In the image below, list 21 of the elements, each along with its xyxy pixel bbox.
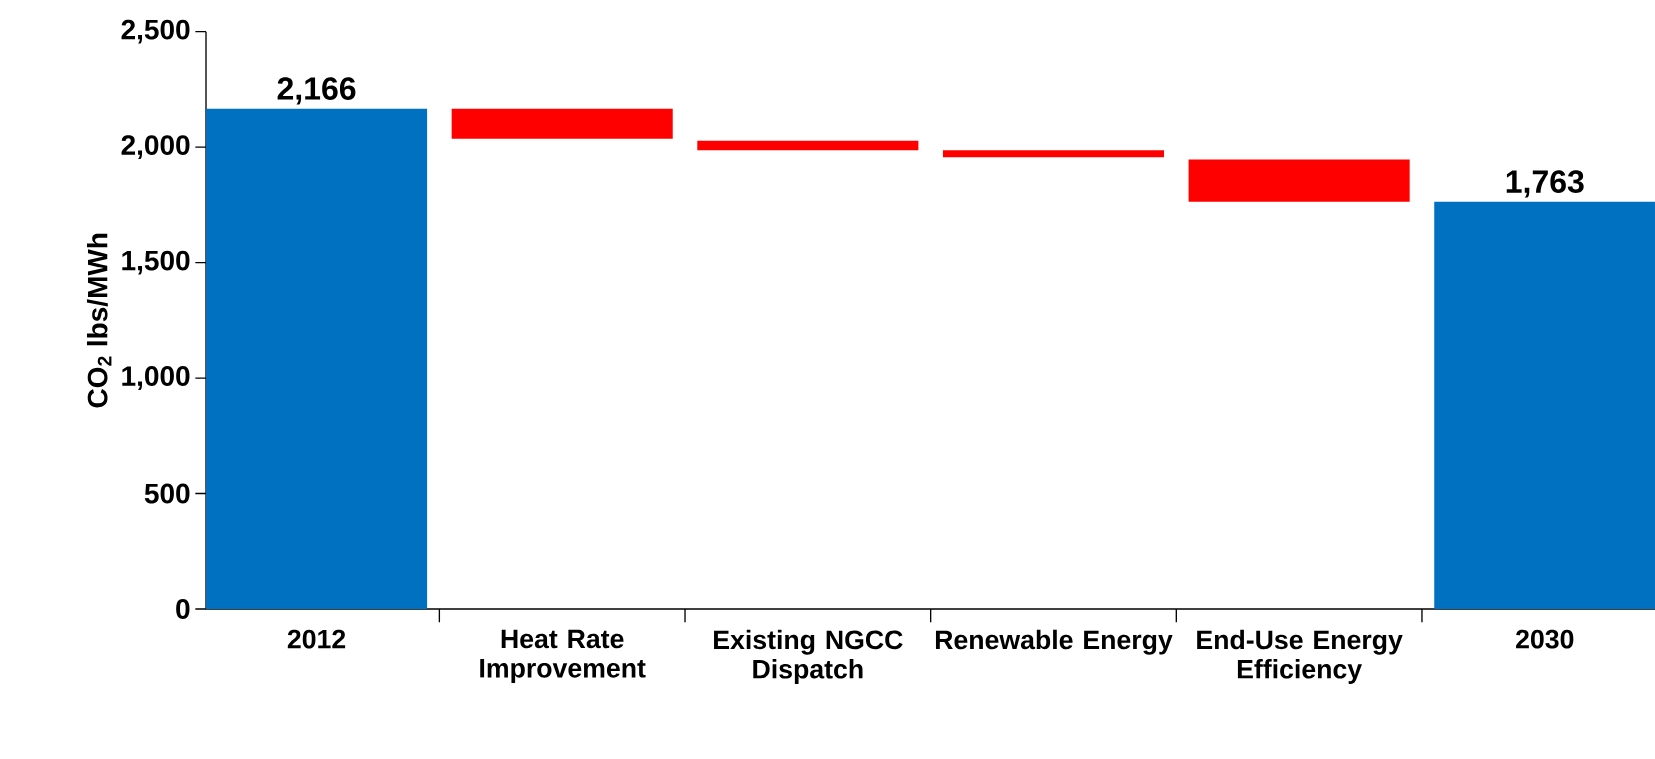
- y-tick-label: 0: [176, 599, 190, 619]
- bar: [206, 108, 428, 609]
- bar: [1434, 201, 1655, 609]
- x-tick-label: Heat Rate Improvement: [480, 629, 646, 683]
- x-tick-label: 2030: [1516, 629, 1574, 649]
- data-label: 1,763: [1506, 170, 1584, 198]
- data-label: 2,166: [277, 77, 356, 105]
- y-tick-label: 1,000: [122, 366, 190, 390]
- y-tick-label: 2,000: [121, 135, 190, 160]
- bar: [697, 140, 919, 151]
- x-tick-label: 2012: [287, 629, 346, 649]
- y-tick-label: 500: [144, 483, 190, 504]
- y-tick-label: 1,500: [122, 250, 190, 275]
- y-axis-title: CO$_{2}$ lbs/MWh: [86, 233, 112, 408]
- x-tick-label: Renewable Energy: [935, 629, 1173, 655]
- bar: [451, 108, 673, 139]
- y-tick-label: 2,500: [121, 19, 190, 44]
- x-tick-label: End-Use Energy Efficiency: [1197, 629, 1403, 684]
- bar: [942, 150, 1165, 158]
- bar: [1188, 159, 1410, 202]
- x-tick-label: Existing NGCC Dispatch: [714, 629, 903, 684]
